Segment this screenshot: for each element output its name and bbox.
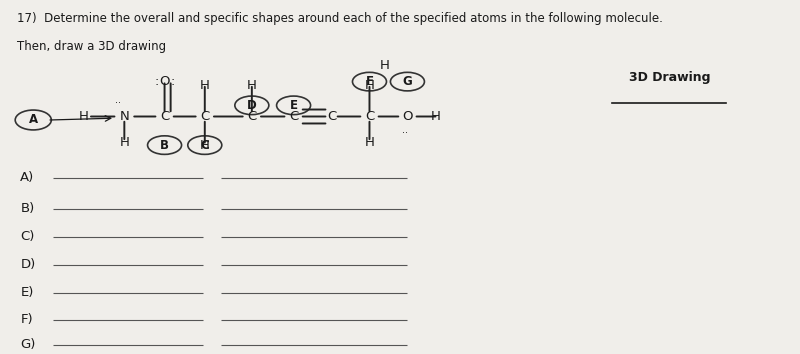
Text: Then, draw a 3D drawing: Then, draw a 3D drawing <box>17 40 166 53</box>
Text: H: H <box>119 136 130 149</box>
Text: C): C) <box>20 230 34 243</box>
Text: 17)  Determine the overall and specific shapes around each of the specified atom: 17) Determine the overall and specific s… <box>17 12 662 25</box>
Text: H: H <box>430 110 441 123</box>
Text: O: O <box>402 110 413 123</box>
Text: C: C <box>201 139 209 152</box>
Text: B): B) <box>20 202 34 216</box>
Text: H: H <box>365 136 374 149</box>
Text: A): A) <box>20 171 34 184</box>
Text: D: D <box>247 99 257 112</box>
Text: F: F <box>366 75 374 88</box>
Text: H: H <box>200 79 210 92</box>
Text: G: G <box>402 75 412 88</box>
Text: G): G) <box>20 338 36 352</box>
Text: C: C <box>365 110 374 123</box>
Text: O: O <box>159 75 170 88</box>
Text: E): E) <box>20 286 34 299</box>
Text: E: E <box>290 99 298 112</box>
Text: C: C <box>160 110 169 123</box>
Text: D): D) <box>20 258 36 271</box>
Text: H: H <box>247 79 257 92</box>
Text: H: H <box>380 59 390 73</box>
Text: H: H <box>200 139 210 152</box>
Text: N: N <box>119 110 130 123</box>
Text: :: : <box>154 75 158 88</box>
Text: C: C <box>327 110 336 123</box>
Text: :: : <box>170 75 175 88</box>
Text: C: C <box>247 110 257 123</box>
Text: C: C <box>200 110 210 123</box>
Text: C: C <box>289 110 298 123</box>
Text: ··: ·· <box>402 128 408 138</box>
Text: A: A <box>29 114 38 126</box>
Text: H: H <box>365 79 374 92</box>
Text: H: H <box>78 110 88 123</box>
Text: ··: ·· <box>114 98 121 108</box>
Text: F): F) <box>20 313 33 326</box>
Text: 3D Drawing: 3D Drawing <box>629 71 710 84</box>
Text: B: B <box>160 139 169 152</box>
